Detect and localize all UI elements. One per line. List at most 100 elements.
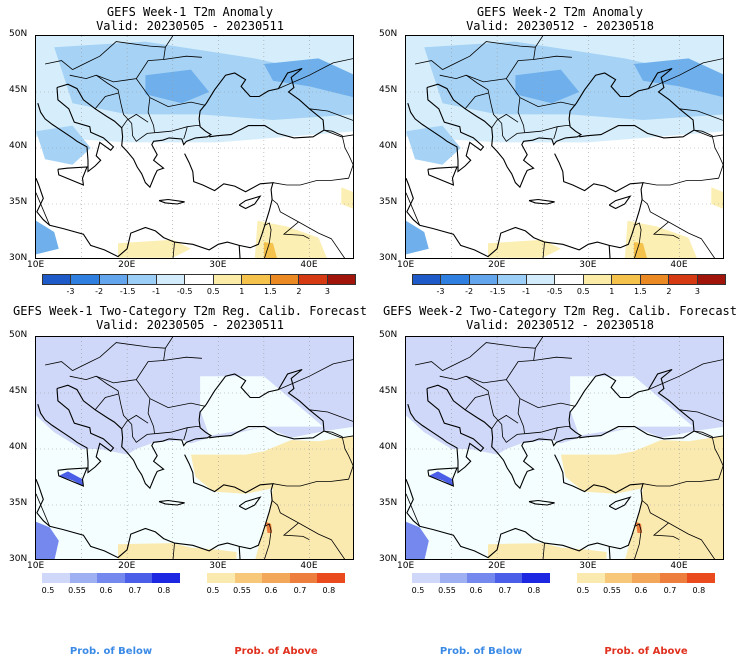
lon-tick-label: 20E: [118, 260, 136, 270]
coastline: [37, 388, 115, 474]
colorbar-segment: [207, 573, 235, 583]
colorbar-tick-label: -0.5: [176, 287, 193, 296]
anomaly-map-week2: [405, 35, 724, 259]
coastline: [238, 195, 262, 210]
lon-tick-label: 10E: [27, 260, 45, 270]
prob-tick-label: 0.6: [469, 586, 483, 595]
lon-tick-label: 10E: [27, 561, 45, 571]
country-border: [542, 242, 545, 258]
country-border: [505, 78, 576, 108]
prob-tick-label: 0.5: [411, 586, 425, 595]
prob-tick-label: 0.6: [264, 586, 278, 595]
coastline: [407, 87, 485, 173]
country-border: [693, 430, 723, 439]
lat-tick-label: 45N: [9, 85, 28, 95]
country-border: [648, 359, 723, 390]
colorbar-segment: [269, 275, 299, 284]
country-border: [94, 393, 119, 411]
colorbar-segment: [468, 275, 498, 284]
coastline: [528, 198, 555, 205]
lon-tick-label: 30E: [209, 260, 227, 270]
prob-tick-label: 0.55: [438, 586, 456, 595]
anomaly-cold-core: [36, 220, 59, 255]
prob-tick-label: 0.7: [663, 586, 677, 595]
prob-below-label: Prob. of Below: [439, 646, 523, 657]
colorbar-segment: [494, 573, 523, 583]
country-border: [36, 192, 51, 226]
colorbar-tick-label: 3: [324, 287, 330, 296]
lon-tick-label: 30E: [579, 561, 597, 571]
country-border: [278, 58, 353, 89]
lat-tick-label: 40N: [379, 442, 398, 452]
country-border: [464, 393, 489, 411]
coastline: [407, 388, 485, 474]
country-border: [642, 430, 723, 487]
colorbar-segment: [467, 573, 495, 583]
country-border: [415, 60, 443, 70]
coastline: [406, 153, 644, 258]
country-border: [282, 221, 310, 240]
lat-tick-label: 50N: [379, 29, 398, 39]
colorbar-tick-label: 1.5: [633, 287, 647, 296]
colorbar-tick-label: -1.5: [119, 287, 136, 296]
country-border: [491, 414, 519, 430]
colorbar-segment: [326, 275, 355, 284]
anomaly-cold-core: [145, 69, 210, 104]
country-border: [69, 74, 201, 142]
colorbar-tick-label: 1: [609, 287, 615, 296]
anomaly-cool-region: [54, 41, 353, 120]
colorbar-segment: [668, 275, 697, 284]
lat-tick-label: 50N: [9, 330, 28, 340]
country-border: [634, 222, 642, 258]
lat-tick-label: 45N: [379, 386, 398, 396]
colorbar-segment: [554, 275, 583, 284]
colorbar-segment: [632, 573, 660, 583]
coastline: [36, 153, 274, 258]
lat-tick-label: 50N: [379, 330, 398, 340]
prob-tick-label: 0.8: [322, 586, 336, 595]
colorbar-tick-label: 0.5: [576, 287, 590, 296]
prob-tick-label: 0.7: [498, 586, 512, 595]
lat-tick-label: 35N: [379, 498, 398, 508]
prob-below-core: [428, 471, 454, 486]
lon-tick-label: 20E: [488, 561, 506, 571]
prob-below-core: [36, 521, 59, 559]
country-border: [96, 55, 202, 83]
country-border: [278, 359, 353, 390]
lon-tick-label: 30E: [209, 561, 227, 571]
lat-tick-label: 40N: [9, 141, 28, 151]
country-border: [72, 342, 166, 371]
anomaly-cold-core: [406, 220, 429, 255]
country-border: [406, 192, 421, 226]
country-border: [36, 493, 51, 527]
colorbar-segment: [212, 275, 242, 284]
colorbar-segment: [234, 573, 263, 583]
prob-above-colorbar: [577, 573, 715, 583]
prob-tick-label: 0.8: [157, 586, 171, 595]
panel-title: GEFS Week-1 T2m Anomaly Valid: 20230505 …: [5, 5, 375, 33]
anomaly-warm-region: [341, 187, 353, 209]
country-border: [634, 523, 642, 559]
lon-tick-label: 20E: [118, 561, 136, 571]
lat-tick-label: 35N: [379, 197, 398, 207]
prob-above-label: Prob. of Above: [604, 646, 688, 657]
colorbar-segment: [439, 573, 468, 583]
prob-tick-label: 0.7: [293, 586, 307, 595]
country-border: [464, 92, 489, 110]
country-border: [517, 97, 525, 133]
country-border: [542, 543, 545, 559]
country-border: [323, 129, 353, 138]
prob-tick-label: 0.55: [68, 586, 86, 595]
colorbar-tick-label: 1: [239, 287, 245, 296]
colorbar-segment: [262, 573, 290, 583]
colorbar-segment: [152, 573, 180, 583]
colorbar-segment: [127, 275, 156, 284]
colorbar-tick-label: -1: [152, 287, 161, 296]
anomaly-cold-core: [515, 69, 580, 104]
panel-title-text: GEFS Week-1 Two-Category T2m Reg. Calib.…: [12, 304, 367, 318]
lon-tick-label: 30E: [579, 260, 597, 270]
country-border: [309, 108, 353, 121]
country-border: [693, 129, 723, 138]
prob-below-colorbar: [412, 573, 550, 583]
country-border: [121, 113, 149, 129]
